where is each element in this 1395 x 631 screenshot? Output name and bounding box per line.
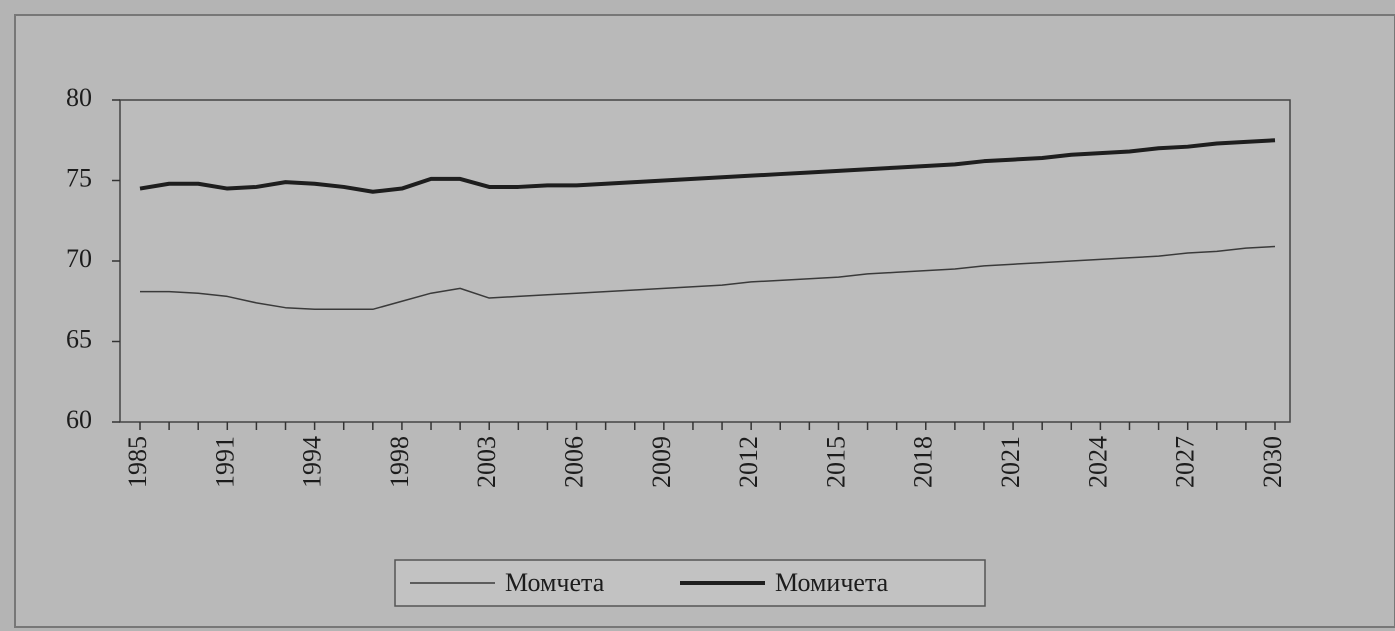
- legend-label: Момичета: [775, 568, 889, 597]
- x-tick-label: 1991: [210, 436, 239, 488]
- x-tick-label: 2030: [1258, 436, 1287, 488]
- x-tick-label: 2027: [1171, 436, 1200, 488]
- x-tick-label: 2003: [472, 436, 501, 488]
- y-tick-label: 60: [66, 405, 92, 434]
- series-line: [140, 245, 1276, 311]
- x-tick-label: 2021: [996, 436, 1025, 488]
- legend-label: Момчета: [505, 568, 605, 597]
- x-tick-label: 2012: [734, 436, 763, 488]
- y-tick-label: 70: [66, 244, 92, 273]
- x-tick-label: 1994: [298, 436, 327, 488]
- y-tick-label: 65: [66, 324, 92, 353]
- x-tick-label: 2018: [909, 436, 938, 488]
- x-tick-label: 2015: [821, 436, 850, 488]
- x-tick-label: 1985: [123, 436, 152, 488]
- plot-area: [119, 99, 1291, 423]
- x-tick-label: 1998: [385, 436, 414, 488]
- x-tick-label: 2024: [1083, 436, 1112, 488]
- x-tick-label: 2009: [647, 436, 676, 488]
- x-tick-label: 2006: [560, 436, 589, 488]
- y-tick-label: 75: [66, 163, 92, 192]
- series-line: [139, 138, 1276, 194]
- y-tick-label: 80: [66, 83, 92, 112]
